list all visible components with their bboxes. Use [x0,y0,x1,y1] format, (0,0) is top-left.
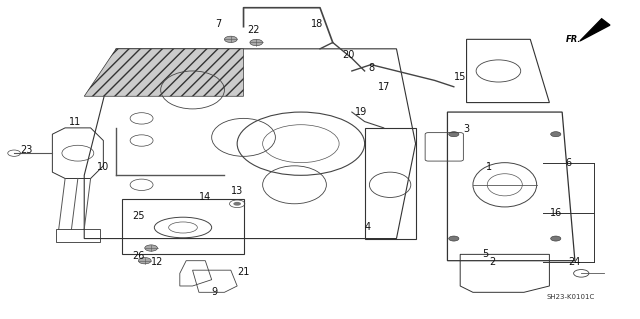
Text: 19: 19 [355,107,367,117]
Text: 2: 2 [489,257,495,267]
Text: 12: 12 [151,257,164,267]
Text: 11: 11 [68,116,81,127]
Circle shape [449,132,459,137]
Text: 10: 10 [97,162,109,172]
Text: 20: 20 [342,50,355,60]
Text: 6: 6 [566,158,572,168]
Text: 15: 15 [454,72,467,82]
Text: 13: 13 [231,186,243,196]
Text: 23: 23 [20,145,33,155]
Text: 22: 22 [247,25,259,35]
Text: 4: 4 [365,222,371,233]
Text: 9: 9 [212,287,218,297]
Circle shape [225,36,237,42]
Polygon shape [84,49,244,96]
Text: 7: 7 [215,19,221,28]
Text: 1: 1 [486,162,492,172]
Text: 18: 18 [310,19,323,28]
Text: 3: 3 [463,124,470,135]
Circle shape [145,245,157,251]
Text: 26: 26 [132,251,145,261]
Circle shape [449,236,459,241]
Text: FR.: FR. [565,35,581,44]
Text: 17: 17 [378,82,390,92]
Text: 5: 5 [483,249,489,259]
Circle shape [138,257,151,264]
Bar [56,229,100,242]
Text: 16: 16 [550,208,562,218]
Polygon shape [580,19,610,41]
Circle shape [550,132,561,137]
Text: 21: 21 [237,267,250,277]
Circle shape [250,39,262,46]
Circle shape [550,236,561,241]
Text: 25: 25 [132,211,145,221]
Text: 24: 24 [569,257,581,267]
Text: 14: 14 [199,192,211,203]
Text: SH23-K0101C: SH23-K0101C [546,293,595,300]
Circle shape [234,202,241,206]
Text: 8: 8 [368,63,374,73]
